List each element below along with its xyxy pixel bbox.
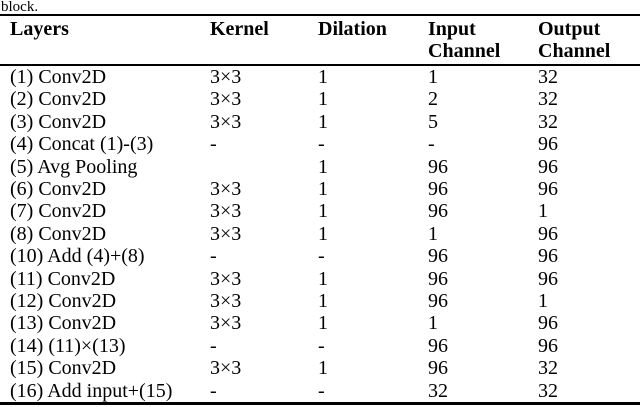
cell-dilation: 1 [318,88,328,111]
cell-layers: (5) Avg Pooling [10,155,138,178]
cell-input-channel: 32 [428,379,448,402]
cell-input-channel: 96 [428,290,448,313]
cell-input-channel: 1 [428,222,438,245]
cell-kernel: - [210,245,217,268]
cell-output-channel: 32 [538,379,558,402]
cell-input-channel: - [428,133,435,156]
cell-layers: (13) Conv2D [10,312,117,335]
cell-input-channel: 96 [428,178,448,201]
cell-dilation: - [318,334,325,357]
cell-input-channel: 5 [428,110,438,133]
cell-layers: (6) Conv2D [10,178,107,201]
table-row: (6) Conv2D 3×3 1 96 96 [0,178,640,200]
cell-layers: (1) Conv2D [10,66,107,88]
col-header-kernel: Kernel [200,15,308,66]
header-row: Layers Kernel Dilation Input Channel Out… [0,15,640,66]
cell-output-channel: 32 [538,110,558,133]
cell-layers: (7) Conv2D [10,200,107,223]
cell-layers: (15) Conv2D [10,357,117,380]
table-row: (8) Conv2D 3×3 1 1 96 [0,223,640,245]
table-row: (3) Conv2D 3×3 1 5 32 [0,111,640,133]
col-header-dilation: Dilation [308,15,418,66]
cell-layers: (12) Conv2D [10,290,117,313]
cell-dilation: 1 [318,110,328,133]
cell-input-channel: 1 [428,66,438,88]
cell-dilation: - [318,245,325,268]
network-layers-table: Layers Kernel Dilation Input Channel Out… [0,14,640,406]
cell-input-channel: 96 [428,200,448,223]
cell-dilation: 1 [318,200,328,223]
table-row: (15) Conv2D 3×3 1 96 32 [0,357,640,379]
table-row: (11) Conv2D 3×3 1 96 96 [0,268,640,290]
cell-input-channel: 96 [428,155,448,178]
cell-kernel: 3×3 [210,200,242,223]
cell-input-channel: 96 [428,267,448,290]
col-header-input-channel: Input Channel [418,15,528,66]
cell-output-channel: 96 [538,267,558,290]
table-row: (2) Conv2D 3×3 1 2 32 [0,88,640,110]
cell-layers: (3) Conv2D [10,110,107,133]
cell-input-channel: 2 [428,88,438,111]
cell-output-channel: 32 [538,88,558,111]
cell-dilation: - [318,379,325,402]
cell-output-channel: 96 [538,245,558,268]
cell-layers: (16) Add input+(15) [10,379,173,402]
cell-dilation: 1 [318,178,328,201]
table-row: (4) Concat (1)-(3) - - - 96 [0,133,640,155]
cell-output-channel: 96 [538,133,558,156]
cell-kernel: 3×3 [210,357,242,380]
cell-kernel: 3×3 [210,110,242,133]
cell-kernel: 3×3 [210,222,242,245]
cell-layers: (10) Add (4)+(8) [10,245,145,268]
cell-dilation: 1 [318,155,328,178]
cell-output-channel: 96 [538,334,558,357]
cell-output-channel: 1 [538,200,548,223]
cell-kernel: - [210,379,217,402]
cell-dilation: - [318,133,325,156]
cell-input-channel: 96 [428,245,448,268]
cell-output-channel: 96 [538,222,558,245]
cell-kernel: - [210,334,217,357]
cell-kernel: 3×3 [210,178,242,201]
cell-layers: (4) Concat (1)-(3) [10,133,154,156]
cell-layers: (2) Conv2D [10,88,107,111]
cell-dilation: 1 [318,312,328,335]
col-header-layers: Layers [0,15,200,66]
cell-layers: (11) Conv2D [10,267,116,290]
cell-output-channel: 32 [538,66,558,88]
cell-dilation: 1 [318,357,328,380]
col-header-output-channel: Output Channel [528,15,640,66]
cell-dilation: 1 [318,290,328,313]
table-caption-fragment: block. [1,0,39,15]
table-row: (5) Avg Pooling 1 96 96 [0,156,640,178]
cell-layers: (14) (11)×(13) [10,334,126,357]
table-row: (1) Conv2D 3×3 1 1 32 [0,65,640,88]
table-row: (7) Conv2D 3×3 1 96 1 [0,200,640,222]
table-row: (16) Add input+(15) - - 32 32 [0,380,640,404]
table-row: (14) (11)×(13) - - 96 96 [0,335,640,357]
cell-output-channel: 96 [538,155,558,178]
cell-kernel: 3×3 [210,66,242,88]
cell-dilation: 1 [318,267,328,290]
cell-dilation: 1 [318,222,328,245]
cell-output-channel: 96 [538,312,558,335]
cell-kernel: - [210,133,217,156]
cell-output-channel: 32 [538,357,558,380]
cell-kernel [200,156,308,178]
cell-kernel: 3×3 [210,290,242,313]
cell-kernel: 3×3 [210,312,242,335]
cell-layers: (8) Conv2D [10,222,107,245]
cell-kernel: 3×3 [210,88,242,111]
cell-input-channel: 96 [428,334,448,357]
cell-dilation: 1 [318,66,328,88]
table-row: (10) Add (4)+(8) - - 96 96 [0,245,640,267]
table-row: (12) Conv2D 3×3 1 96 1 [0,290,640,312]
cell-output-channel: 1 [538,290,548,313]
table-row: (13) Conv2D 3×3 1 1 96 [0,312,640,334]
cell-input-channel: 96 [428,357,448,380]
cell-input-channel: 1 [428,312,438,335]
cell-output-channel: 96 [538,178,558,201]
cell-kernel: 3×3 [210,267,242,290]
